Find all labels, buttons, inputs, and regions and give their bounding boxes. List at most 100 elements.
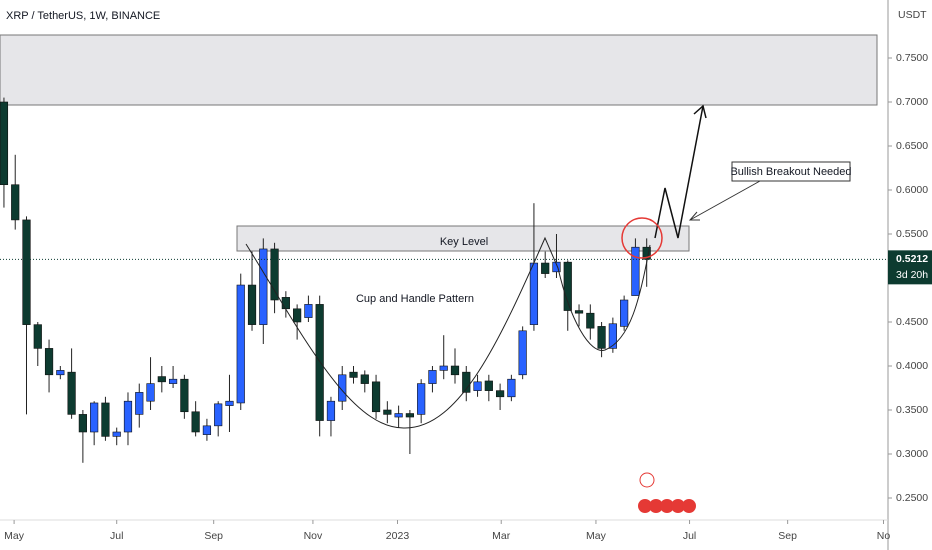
- candle-body: [360, 374, 369, 384]
- candle-body: [417, 383, 426, 415]
- candle-body: [225, 400, 234, 406]
- candle-body: [157, 376, 166, 383]
- candle-body: [405, 413, 414, 418]
- candle-body: [507, 378, 516, 398]
- event-flags: [638, 499, 696, 513]
- currency: USDT: [898, 9, 927, 21]
- y-tick-label: 0.6500: [896, 140, 928, 152]
- x-tick-label: May: [586, 530, 607, 542]
- candle-body: [529, 262, 539, 325]
- y-tick-label: 0.7000: [896, 96, 928, 108]
- x-tick-label: Mar: [492, 530, 511, 542]
- candle-body: [11, 184, 20, 221]
- candle-body: [90, 402, 99, 433]
- y-tick-label: 0.3500: [896, 404, 928, 416]
- y-tick-label: 0.2500: [896, 492, 928, 504]
- candle-body: [281, 297, 290, 310]
- candle-body: [123, 400, 133, 433]
- candle-body: [439, 365, 448, 371]
- key-level-zone: [236, 225, 690, 252]
- x-tick-label: Sep: [204, 530, 223, 542]
- x-tick-label: Nov: [304, 530, 323, 542]
- candle-body: [473, 381, 482, 391]
- flag: [638, 499, 652, 513]
- x-tick-label: No: [877, 530, 891, 542]
- highlight-circle: [621, 217, 663, 259]
- candle-body: [180, 378, 189, 413]
- callout-box: [731, 161, 851, 182]
- y-tick-label: 0.3000: [896, 448, 928, 460]
- candle-body: [608, 323, 617, 349]
- y-tick-label: 0.7500: [896, 52, 928, 64]
- event-icon: [639, 472, 655, 488]
- candle-body: [33, 324, 42, 349]
- y-tick-label: 0.5500: [896, 228, 928, 240]
- flag: [660, 499, 674, 513]
- countdown-label: 3d 20h: [896, 269, 928, 281]
- price-tag: [888, 250, 932, 285]
- arrow-head: [693, 104, 707, 119]
- candle-body: [202, 425, 212, 435]
- candle-body: [349, 371, 358, 378]
- x-tick-label: May: [4, 530, 25, 542]
- candle-body: [620, 299, 629, 327]
- candle-body: [191, 411, 200, 433]
- candle-body: [135, 392, 144, 415]
- x-tick-label: Sep: [778, 530, 797, 542]
- candle-body: [462, 371, 471, 393]
- candle-body: [247, 284, 257, 325]
- candle-body: [146, 383, 155, 402]
- y-tick-label: 0.4500: [896, 316, 928, 328]
- candle-body: [631, 246, 640, 296]
- candle-body: [371, 381, 381, 413]
- candle-body: [450, 365, 460, 376]
- pattern-label: Cup and Handle Pattern: [356, 293, 474, 305]
- candle-body: [541, 262, 550, 274]
- candle-body: [304, 304, 313, 318]
- x-tick-label: Jul: [683, 530, 696, 542]
- flag: [682, 499, 696, 513]
- candle-body: [563, 261, 572, 311]
- flag: [649, 499, 663, 513]
- projection-arrow: [654, 105, 704, 239]
- flag: [671, 499, 685, 513]
- candle-body: [293, 308, 302, 323]
- candle-body: [0, 101, 9, 186]
- callout-label: Bullish Breakout Needed: [730, 166, 851, 178]
- candle-body: [259, 248, 268, 325]
- last-price-label: 0.5212: [896, 253, 928, 265]
- candle-body: [597, 326, 606, 349]
- key-level-label: Key Level: [440, 236, 488, 248]
- candle-body: [112, 431, 121, 437]
- candle-body: [394, 413, 403, 418]
- candle-body: [67, 371, 76, 415]
- candle-body: [56, 370, 65, 376]
- candle-body: [78, 414, 87, 433]
- candle-body: [495, 390, 505, 398]
- cup-curve: [245, 236, 651, 429]
- target-zone: [0, 34, 878, 106]
- candle-body: [574, 310, 584, 314]
- callout-pointer: [689, 180, 761, 221]
- candle-body: [236, 284, 245, 404]
- candle-body: [338, 374, 347, 402]
- candle-body: [270, 248, 279, 301]
- candle-body: [484, 380, 493, 391]
- candle-body: [586, 312, 595, 329]
- y-tick-label: 0.6000: [896, 184, 928, 196]
- candle-body: [326, 400, 336, 421]
- candle-body: [168, 378, 178, 384]
- candle-body: [44, 348, 54, 376]
- x-tick-label: 2023: [386, 530, 410, 542]
- candle-body: [214, 403, 223, 427]
- candle-body: [552, 261, 561, 273]
- candle-body: [642, 246, 651, 260]
- candle-body: [518, 330, 527, 376]
- candle-body: [315, 304, 324, 421]
- candle-body: [383, 409, 392, 415]
- candle-body: [101, 402, 110, 437]
- candle-body: [22, 219, 31, 325]
- candle-body: [428, 370, 437, 384]
- x-tick-label: Jul: [110, 530, 123, 542]
